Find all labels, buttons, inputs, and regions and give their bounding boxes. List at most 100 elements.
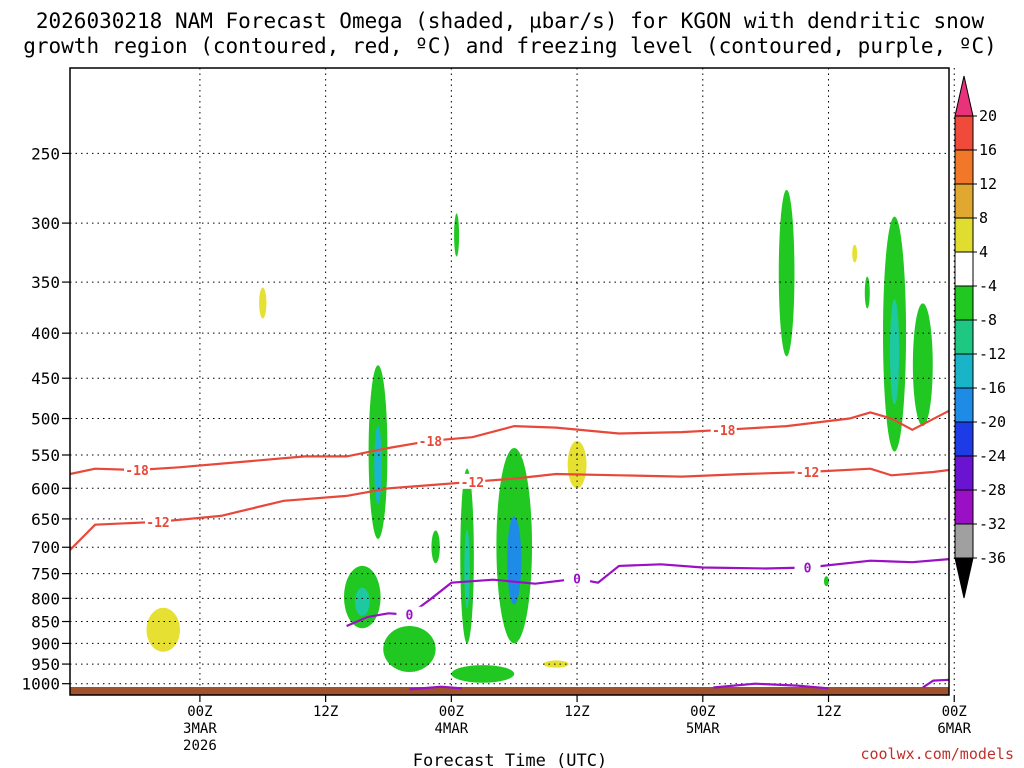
omega-region-8	[454, 213, 460, 257]
colorbar-segment-6	[954, 285, 974, 321]
contour-label-bg-freezing-level-1	[564, 570, 591, 586]
y-tick-label-750: 750	[31, 565, 60, 584]
contour-freezing-level-sfc-2	[713, 682, 829, 690]
y-tick-label-850: 850	[31, 613, 60, 632]
y-tick-label-300: 300	[31, 214, 60, 233]
x-tick-label-24-2: 4MAR	[434, 721, 468, 737]
colorbar-label-10: -24	[979, 447, 1006, 465]
colorbar-label-4: 4	[979, 243, 988, 261]
y-axis-ticks: 250 300 350 400 450 500 550 600 650 700 750 800 850 9…	[21, 144, 70, 694]
omega-region-17	[823, 576, 829, 587]
contour-dendritic-lower	[69, 467, 950, 551]
chart-title-line-2: growth region (contoured, red, ºC) and f…	[23, 34, 997, 58]
contour-label-bg-dendritic-lower-0	[145, 513, 172, 529]
colorbar-segment-5	[954, 251, 974, 287]
x-tick-label-72-2: 6MAR	[937, 721, 971, 737]
contour-label-bg-dendritic-upper-1	[417, 432, 444, 448]
y-tick-label-450: 450	[31, 369, 60, 388]
colorbar-label-0: 20	[979, 107, 997, 125]
contour-label-bg-freezing-level-0	[396, 606, 423, 622]
y-tick-label-800: 800	[31, 589, 60, 608]
omega-region-14	[864, 276, 870, 309]
colorbar-label-11: -28	[979, 481, 1006, 499]
omega-region-4	[852, 244, 858, 263]
colorbar-segment-12	[954, 489, 974, 525]
contour-label-bg-dendritic-lower-1	[459, 473, 486, 489]
credit-text: coolwx.com/models	[860, 745, 1014, 763]
colorbar-segment-8	[954, 353, 974, 389]
y-tick-label-600: 600	[31, 479, 60, 498]
x-tick-label-12-1: 12Z	[313, 704, 338, 720]
colorbar-segment-9	[954, 387, 974, 423]
x-tick-label-0-2: 3MAR	[183, 721, 217, 737]
x-tick-label-24-1: 00Z	[439, 704, 464, 720]
colorbar-label-13: -36	[979, 549, 1006, 567]
y-tick-label-900: 900	[31, 634, 60, 653]
colorbar-label-3: 8	[979, 209, 988, 227]
x-tick-label-48-2: 5MAR	[686, 721, 720, 737]
contour-freezing-level	[346, 558, 950, 628]
omega-shading-layer	[146, 189, 933, 683]
plot-frame	[69, 67, 950, 696]
contour-layer: -18 -18 -18 -12 -12 -12 0 0 0	[69, 409, 950, 691]
contour-freezing-level-sfc-3	[922, 678, 950, 689]
omega-core-5	[374, 426, 382, 505]
colorbar-label-8: -16	[979, 379, 1006, 397]
contour-label-dendritic-lower-1: -12	[461, 476, 484, 491]
omega-core-15	[889, 298, 900, 405]
colorbar-label-7: -12	[979, 345, 1006, 363]
contour-label-bg-dendritic-upper-0	[124, 461, 151, 477]
y-tick-label-700: 700	[31, 538, 60, 557]
colorbar-segment-1	[954, 115, 974, 151]
omega-core-6	[354, 587, 370, 616]
terrain-ground	[70, 687, 949, 695]
omega-region-0	[146, 607, 181, 652]
contour-label-freezing-level-2: 0	[804, 561, 812, 576]
colorbar: 20 16 12 8 4 -4 -8 -12 -16 -20 -24 -28 -32 -36	[954, 75, 1006, 599]
contour-freezing-level-sfc	[409, 685, 462, 691]
colorbar-label-6: -8	[979, 311, 997, 329]
y-tick-label-1000: 1000	[21, 675, 60, 694]
omega-core-11	[507, 516, 522, 605]
contour-label-freezing-level-1: 0	[573, 573, 581, 588]
x-tick-label-36-1: 12Z	[564, 704, 589, 720]
contour-label-bg-dendritic-upper-2	[710, 421, 737, 437]
colorbar-label-9: -20	[979, 413, 1006, 431]
colorbar-segment-10	[954, 421, 974, 457]
x-tick-label-48-1: 00Z	[690, 704, 715, 720]
contour-label-dendritic-lower-2: -12	[796, 466, 819, 481]
x-tick-label-72-1: 00Z	[942, 704, 967, 720]
omega-region-1	[259, 287, 267, 319]
gridlines	[70, 68, 955, 695]
colorbar-bottom-arrow	[954, 557, 974, 599]
omega-region-7	[383, 625, 436, 673]
omega-region-9	[431, 530, 440, 564]
colorbar-segment-7	[954, 319, 974, 355]
y-tick-label-550: 550	[31, 446, 60, 465]
contour-label-dendritic-upper-2: -18	[712, 424, 736, 439]
omega-region-3	[543, 660, 569, 668]
colorbar-top-arrow	[954, 75, 974, 117]
omega-region-12	[451, 665, 515, 683]
x-axis-label: Forecast Time (UTC)	[413, 751, 607, 768]
y-tick-label-650: 650	[31, 510, 60, 529]
y-tick-label-250: 250	[31, 144, 60, 163]
colorbar-segment-11	[954, 455, 974, 491]
contour-label-dendritic-lower-0: -12	[146, 516, 169, 531]
contour-label-bg-dendritic-lower-2	[794, 463, 821, 479]
x-tick-label-0-3: 2026	[183, 738, 217, 754]
colorbar-segment-4	[954, 217, 974, 253]
colorbar-segment-13	[954, 523, 974, 559]
omega-region-16	[912, 303, 933, 427]
contour-label-freezing-level-0: 0	[406, 609, 414, 624]
contour-dendritic-upper	[69, 409, 950, 476]
chart-title-line-1: 2026030218 NAM Forecast Omega (shaded, µ…	[36, 9, 985, 33]
colorbar-segment-2	[954, 149, 974, 185]
contour-label-bg-freezing-level-2	[794, 559, 821, 575]
omega-core-10	[464, 529, 470, 609]
x-tick-label-60-1: 12Z	[816, 704, 841, 720]
y-tick-label-500: 500	[31, 410, 60, 429]
omega-region-13	[778, 189, 795, 357]
colorbar-label-5: -4	[979, 277, 997, 295]
